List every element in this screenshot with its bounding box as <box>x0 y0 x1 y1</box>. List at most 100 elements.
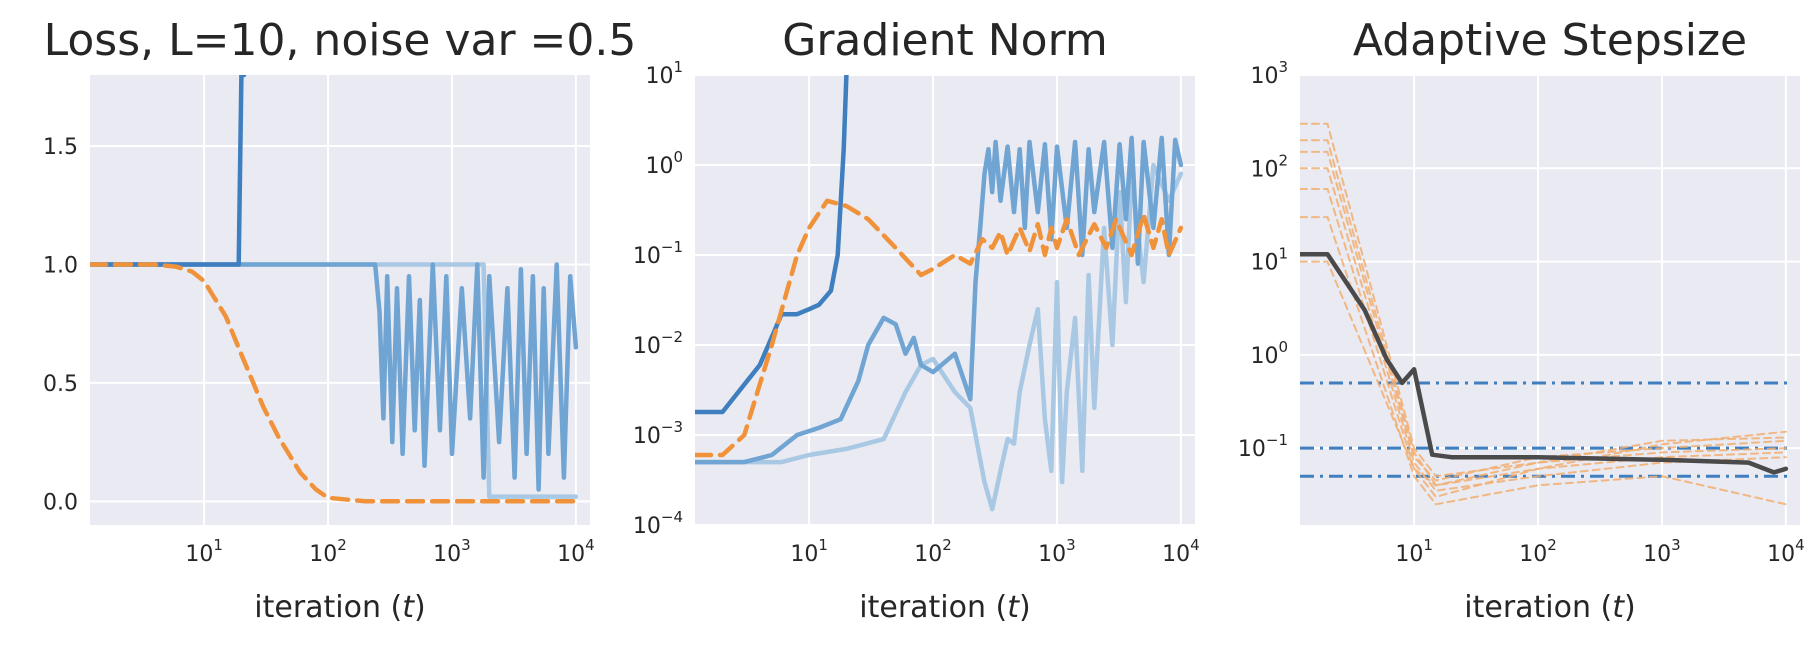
x-tick-label-base: 10 <box>1162 542 1190 567</box>
x-tick-label: 103 <box>433 536 471 567</box>
y-tick-label: 10−1 <box>633 238 683 269</box>
y-tick-label: 0.5 <box>43 372 78 397</box>
x-tick-label: 102 <box>309 536 347 567</box>
x-tick-label-exp: 3 <box>1066 536 1076 554</box>
y-tick-label-base: 10 <box>633 514 661 539</box>
series-line <box>90 262 579 504</box>
y-tick-label: 100 <box>645 148 683 179</box>
series-line <box>1300 251 1789 475</box>
x-axis-label: iteration (t) <box>1464 590 1635 625</box>
x-tick-label-exp: 2 <box>942 536 952 554</box>
y-tick-label-base: 10 <box>645 154 673 179</box>
x-tick-label-exp: 1 <box>213 536 223 554</box>
x-tick-label: 101 <box>790 536 828 567</box>
x-tick-label-base: 10 <box>557 542 585 567</box>
plot-area <box>1300 75 1800 525</box>
y-tick-label-exp: 1 <box>673 58 683 76</box>
y-tick-label-base: 10 <box>633 334 661 359</box>
y-tick-label-base: 10 <box>1250 64 1278 89</box>
y-tick-label: 101 <box>645 58 683 89</box>
y-tick-label-base: 10 <box>1250 344 1278 369</box>
series-line <box>695 135 1184 465</box>
y-tick-label-base: 10 <box>633 244 661 269</box>
y-tick-label: 0.0 <box>43 490 78 515</box>
y-tick-label: 10−3 <box>633 418 683 449</box>
x-tick-label-exp: 1 <box>1423 536 1433 554</box>
series-line <box>90 262 579 492</box>
x-tick-label: 104 <box>557 536 595 567</box>
y-tick-label-exp: 0 <box>1278 338 1288 356</box>
y-tick-label-exp: 3 <box>1278 58 1288 76</box>
x-axis-label-var: t <box>1007 590 1020 625</box>
x-axis-label-main: iteration ( <box>1464 590 1612 625</box>
x-tick-label-exp: 4 <box>1190 536 1200 554</box>
y-tick-label-exp: 0 <box>673 148 683 166</box>
series-line <box>1300 150 1787 482</box>
x-tick-label-base: 10 <box>1038 542 1066 567</box>
x-tick-label-base: 10 <box>1395 542 1423 567</box>
x-tick-label: 101 <box>185 536 223 567</box>
y-tick-label: 10−4 <box>633 508 683 539</box>
x-tick-label: 101 <box>1395 536 1433 567</box>
x-tick-label-exp: 3 <box>1671 536 1681 554</box>
y-tick-label-base: 10 <box>1238 437 1266 462</box>
x-tick-label: 104 <box>1767 536 1805 567</box>
x-axis-label-end: ) <box>1624 590 1636 625</box>
y-tick-label-exp: −1 <box>1266 431 1288 449</box>
y-tick-label: 102 <box>1250 151 1288 182</box>
x-tick-label-base: 10 <box>914 542 942 567</box>
y-tick-label: 10−2 <box>633 328 683 359</box>
x-tick-label-exp: 2 <box>337 536 347 554</box>
series-group <box>695 75 1184 512</box>
series-line <box>695 75 849 415</box>
x-tick-label-base: 10 <box>185 542 213 567</box>
series-line <box>1300 260 1787 487</box>
chart-title: Gradient Norm <box>782 15 1108 66</box>
x-tick-label-exp: 1 <box>818 536 828 554</box>
chart-gradnorm: 101 102 103 10410−410−310−210−1100101Gradie… <box>633 15 1200 625</box>
series-line <box>695 198 1184 458</box>
x-axis-label-main: iteration ( <box>254 590 402 625</box>
y-tick-label-exp: −3 <box>661 418 683 436</box>
x-tick-label: 103 <box>1643 536 1681 567</box>
y-tick-label-base: 10 <box>1250 157 1278 182</box>
series-group <box>1300 122 1789 506</box>
x-tick-label-base: 10 <box>1519 542 1547 567</box>
y-tick-label-base: 10 <box>633 424 661 449</box>
y-tick-label-exp: −1 <box>661 238 683 256</box>
x-tick-label-exp: 4 <box>585 536 595 554</box>
x-axis-label-main: iteration ( <box>859 590 1007 625</box>
x-tick-label-base: 10 <box>1643 542 1671 567</box>
x-tick-label-exp: 2 <box>1547 536 1557 554</box>
x-tick-label-exp: 3 <box>461 536 471 554</box>
x-axis-label-var: t <box>402 590 415 625</box>
y-tick-label: 101 <box>1250 245 1288 276</box>
x-tick-label-base: 10 <box>433 542 461 567</box>
series-line <box>1300 122 1787 478</box>
x-tick-label: 102 <box>1519 536 1557 567</box>
chart-title: Loss, L=10, noise var =0.5 <box>44 15 637 66</box>
y-tick-label-exp: −2 <box>661 328 683 346</box>
x-axis-label: iteration (t) <box>859 590 1030 625</box>
y-tick-label-exp: 1 <box>1278 245 1288 263</box>
x-tick-label: 102 <box>914 536 952 567</box>
chart-title: Adaptive Stepsize <box>1353 15 1747 66</box>
series-line <box>695 162 1184 512</box>
x-axis-label: iteration (t) <box>254 590 425 625</box>
y-tick-label: 1.5 <box>43 135 78 160</box>
x-tick-label-base: 10 <box>1767 542 1795 567</box>
x-tick-label-exp: 4 <box>1795 536 1805 554</box>
x-tick-label-base: 10 <box>790 542 818 567</box>
x-tick-label-base: 10 <box>309 542 337 567</box>
y-tick-label: 103 <box>1250 58 1288 89</box>
series-group <box>90 75 579 504</box>
x-tick-label: 103 <box>1038 536 1076 567</box>
series-line <box>1300 188 1787 498</box>
y-tick-label-base: 10 <box>1250 251 1278 276</box>
y-tick-label: 1.0 <box>43 253 78 278</box>
y-tick-label: 10−1 <box>1238 431 1288 462</box>
x-axis-label-var: t <box>1612 590 1625 625</box>
